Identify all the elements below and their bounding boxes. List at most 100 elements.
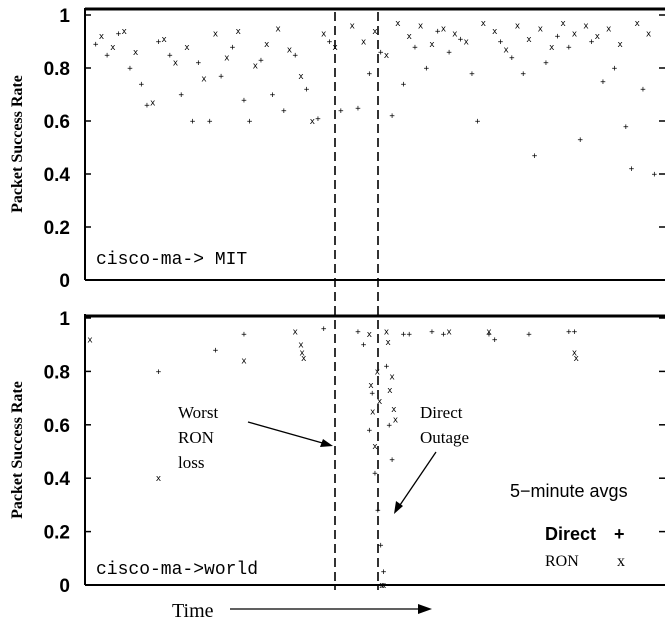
bottom-point-ron: x <box>375 367 381 377</box>
bottom-point-direct: + <box>378 541 384 551</box>
bottom-point-ron: x <box>156 474 162 484</box>
annotation-outage-line1: Direct <box>420 403 463 422</box>
bottom-point-direct: + <box>389 456 395 466</box>
bottom-point-direct: + <box>387 421 393 431</box>
top-point-ron: x <box>634 19 640 29</box>
top-point-direct: + <box>93 40 99 50</box>
bottom-ytick-label: 0.4 <box>44 469 71 490</box>
bottom-point-ron: x <box>370 407 376 417</box>
outage-arrow-line <box>397 451 437 509</box>
bottom-point-direct: + <box>372 469 378 479</box>
top-point-direct: + <box>401 80 407 90</box>
top-point-direct: + <box>498 38 504 48</box>
bottom-point-ron: x <box>299 349 305 359</box>
legend-ron-label: RON <box>545 553 579 570</box>
top-point-direct: + <box>389 112 395 122</box>
bottom-ylabel: Packet Success Rate <box>9 381 26 519</box>
top-point-ron: x <box>549 43 555 53</box>
top-point-ron: x <box>287 45 293 55</box>
top-point-direct: + <box>577 136 583 146</box>
top-point-direct: + <box>532 151 538 161</box>
outage-arrowhead-icon <box>394 501 403 514</box>
top-point-ron: x <box>538 24 544 34</box>
xlabel-text: Time <box>172 600 214 622</box>
top-point-direct: + <box>509 53 515 63</box>
top-point-direct: + <box>116 30 122 40</box>
top-ytick-label: 0.6 <box>44 112 70 133</box>
top-point-ron: x <box>275 24 281 34</box>
top-point-ron: x <box>253 61 259 71</box>
top-point-direct: + <box>270 91 276 101</box>
top-point-direct: + <box>543 59 549 69</box>
top-point-ron: x <box>526 35 532 45</box>
top-point-direct: + <box>315 114 321 124</box>
top-point-ron: x <box>617 40 623 50</box>
top-point-ron: x <box>99 32 105 42</box>
bottom-point-ron: x <box>384 327 390 337</box>
top-point-direct: + <box>640 85 646 95</box>
bottom-point-direct: + <box>492 335 498 345</box>
bottom-point-ron: x <box>573 354 579 364</box>
top-point-direct: + <box>104 51 110 61</box>
top-point-direct: + <box>589 38 595 48</box>
bottom-point-direct: + <box>384 362 390 372</box>
bottom-point-direct: + <box>526 330 532 340</box>
top-point-direct: + <box>435 27 441 37</box>
bottom-point-ron: x <box>292 327 298 337</box>
bottom-point-direct: + <box>213 346 219 356</box>
legend-direct-label: Direct <box>545 524 596 544</box>
x-axis-label: Time <box>172 600 432 622</box>
bottom-ytick-label: 1 <box>59 309 70 330</box>
bottom-point-direct: + <box>486 330 492 340</box>
top-point-ron: x <box>173 59 179 69</box>
top-point-direct: + <box>247 117 253 127</box>
bottom-point-direct: + <box>401 330 407 340</box>
top-point-ron: x <box>213 30 219 40</box>
bottom-point-direct: + <box>361 341 367 351</box>
top-point-ron: x <box>264 40 270 50</box>
legend-direct-symbol: + <box>614 524 625 544</box>
top-point-ron: x <box>395 19 401 29</box>
top-point-ron: x <box>515 22 521 32</box>
top-point-ron: x <box>418 22 424 32</box>
top-point-direct: + <box>338 106 344 116</box>
top-ytick-label: 0.8 <box>44 59 70 80</box>
bottom-point-direct: + <box>441 330 447 340</box>
bottom-point-ron: x <box>241 357 247 367</box>
bottom-point-ron: x <box>367 330 373 340</box>
top-point-direct: + <box>327 38 333 48</box>
top-point-direct: + <box>623 122 629 132</box>
annotation-worst-line1: Worst <box>178 403 218 422</box>
top-point-direct: + <box>446 48 452 58</box>
bottom-point-direct: + <box>367 426 373 436</box>
top-point-direct: + <box>612 64 618 74</box>
bottom-point-ron: x <box>572 349 578 359</box>
top-point-ron: x <box>560 19 566 29</box>
bottom-point-ron: x <box>377 397 383 407</box>
top-point-direct: + <box>520 69 526 79</box>
top-point-ron: x <box>224 53 230 63</box>
top-point-direct: + <box>167 51 173 61</box>
top-point-direct: + <box>281 106 287 116</box>
worst-arrowhead-icon <box>320 439 333 447</box>
top-ytick-label: 0.2 <box>44 218 70 239</box>
top-point-direct: + <box>555 32 561 42</box>
bottom-panel-label: cisco-ma->world <box>96 560 258 580</box>
top-point-ron: x <box>121 27 127 37</box>
top-point-ron: x <box>184 43 190 53</box>
top-point-direct: + <box>412 43 418 53</box>
top-point-ron: x <box>235 27 241 37</box>
top-point-direct: + <box>367 69 373 79</box>
top-point-ron: x <box>201 75 207 85</box>
top-point-direct: + <box>458 35 464 45</box>
top-point-ron: x <box>372 27 378 37</box>
top-ylabel: Packet Success Rate <box>9 75 26 213</box>
bottom-point-direct: + <box>156 367 162 377</box>
bottom-point-ron: x <box>87 335 93 345</box>
top-point-ron: x <box>361 38 367 48</box>
bottom-point-ron: x <box>446 327 452 337</box>
top-point-ron: x <box>452 30 458 40</box>
top-point-ron: x <box>595 32 601 42</box>
bottom-point-direct: + <box>406 330 412 340</box>
